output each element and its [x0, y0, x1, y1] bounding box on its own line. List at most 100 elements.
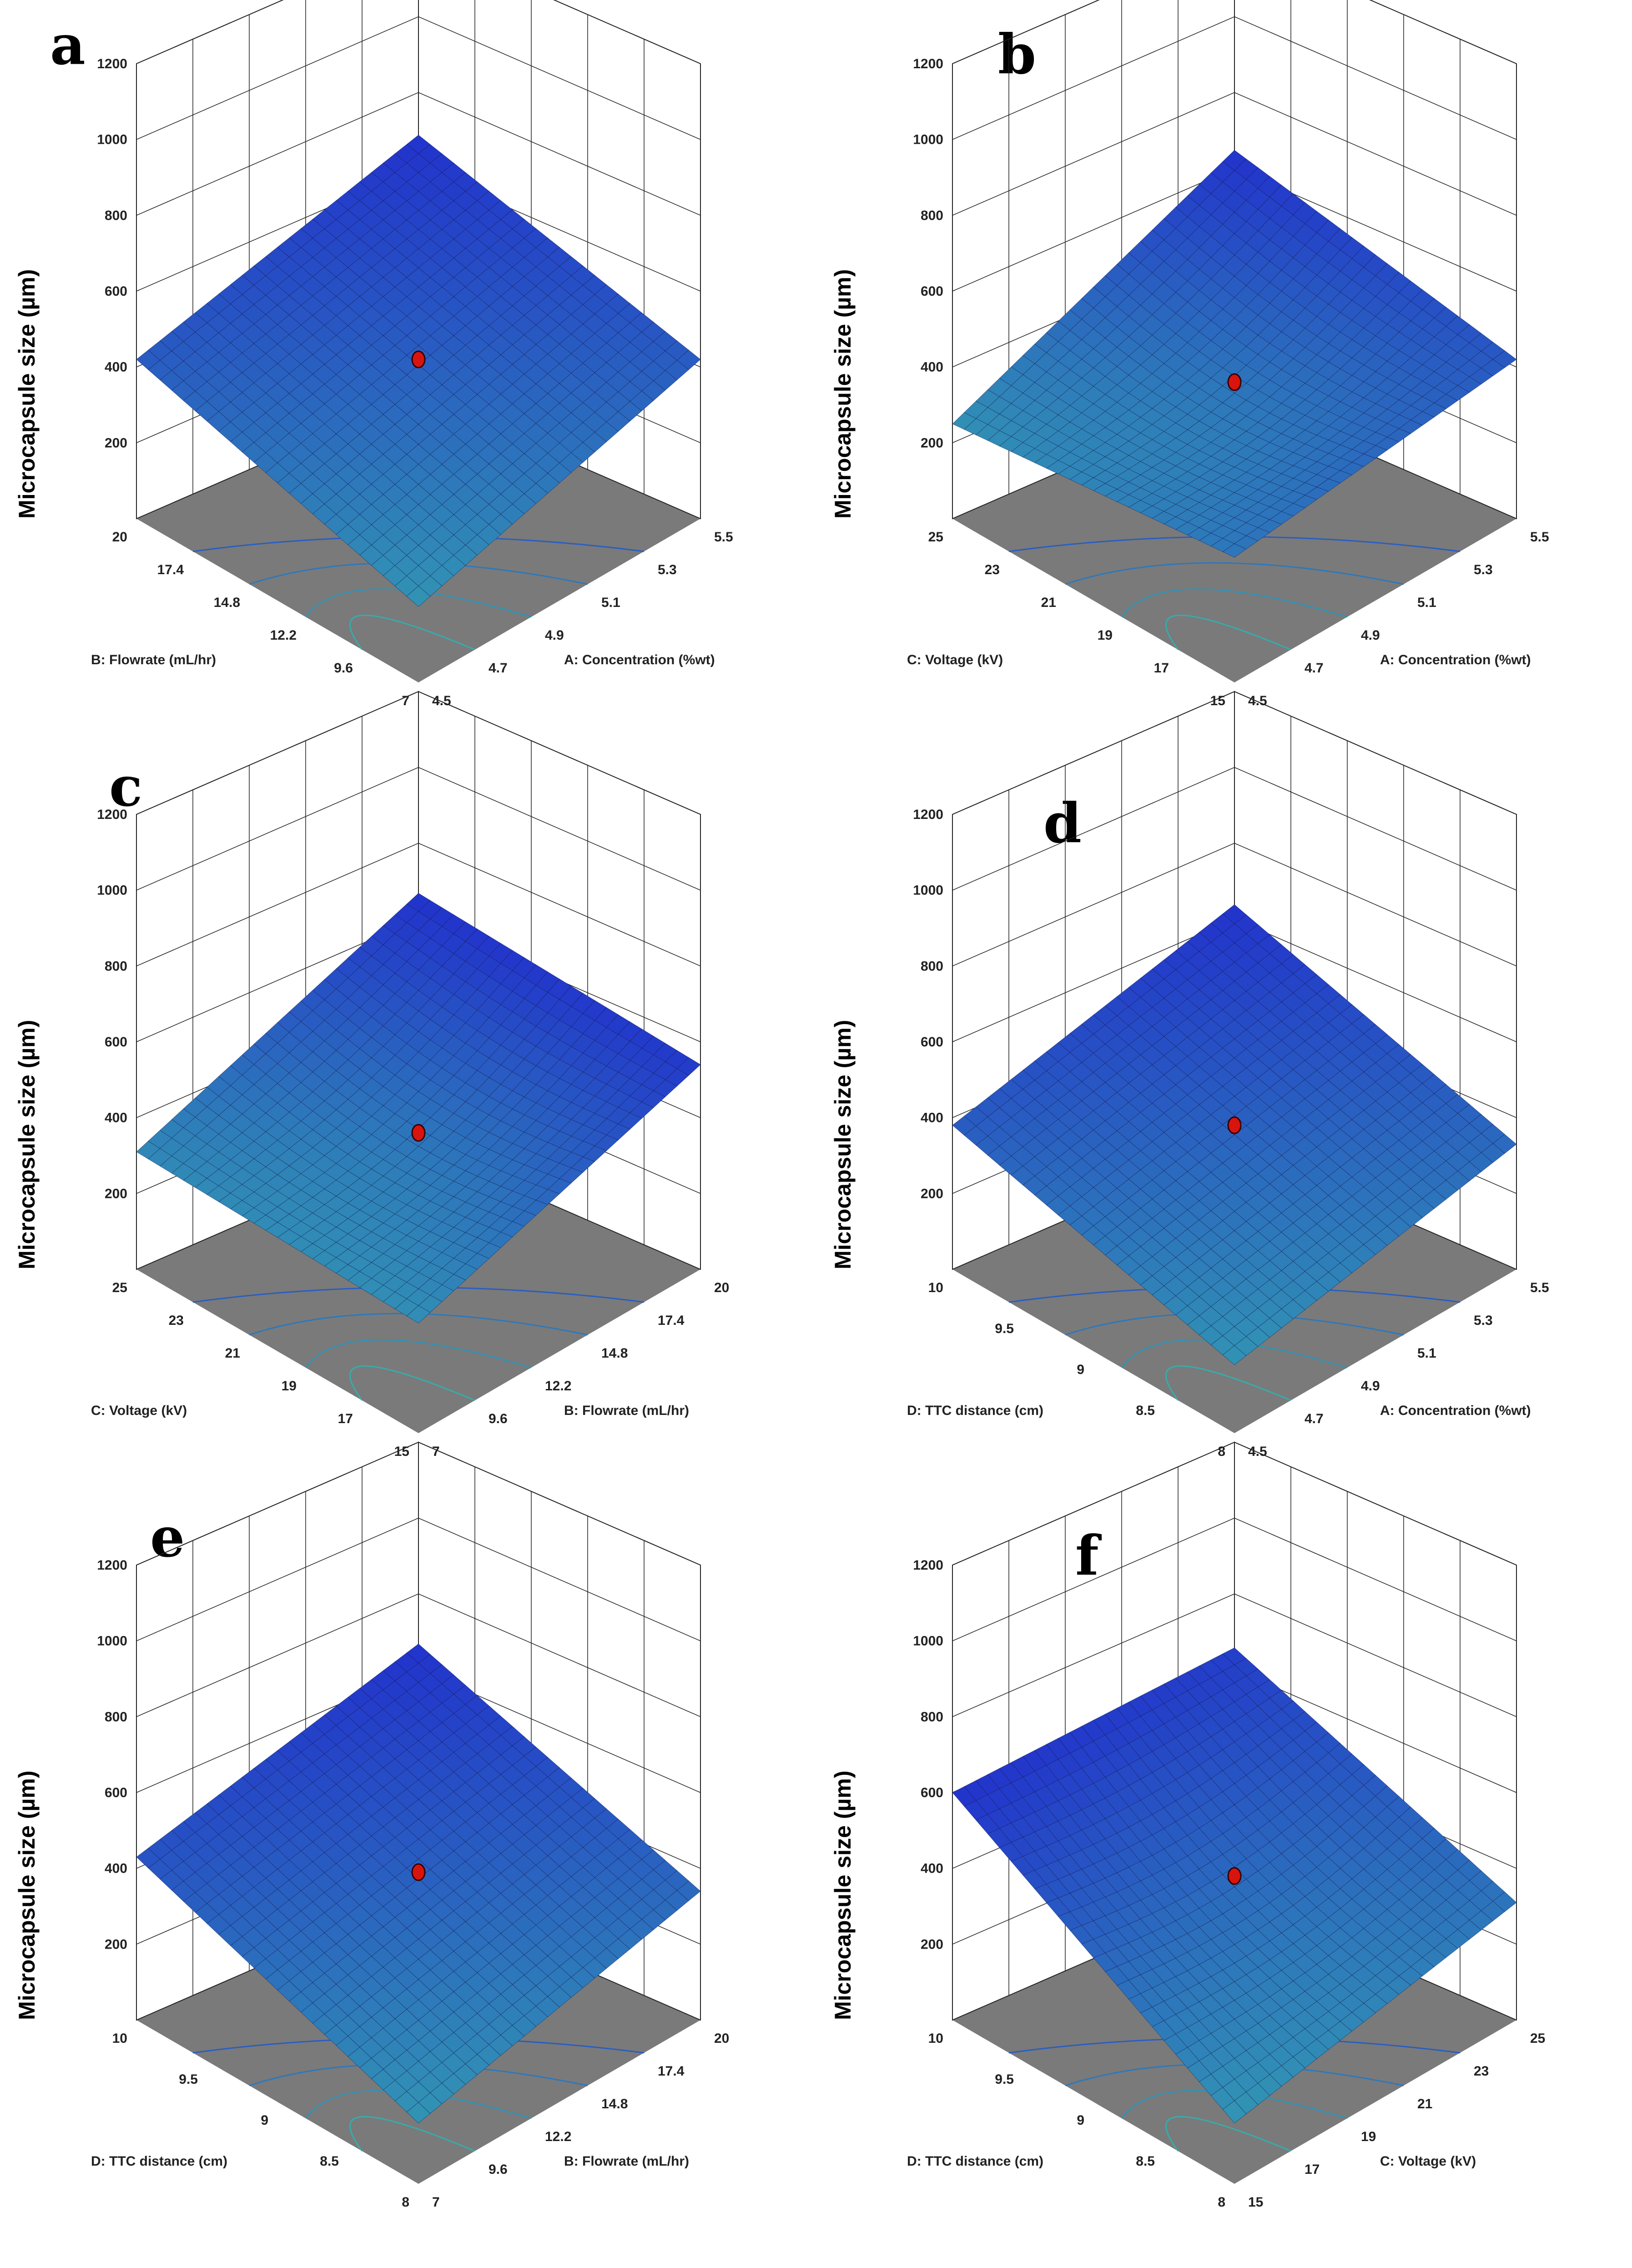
y-tick-label: 25 [928, 530, 943, 545]
center-point-marker [411, 1124, 426, 1142]
panel-d: d Microcapsule size (µm) 200 400 600 800 1000 1… [816, 691, 1632, 1501]
z-tick-label: 1000 [97, 883, 127, 898]
x-tick-label: 4.9 [545, 628, 564, 643]
x-tick-label: 4.7 [1305, 1411, 1324, 1426]
panel-label: d [1043, 791, 1082, 855]
panel-label: b [998, 22, 1036, 86]
z-tick-label: 600 [105, 1035, 127, 1050]
y-tick-label: 23 [169, 1313, 184, 1328]
x-tick-label: 4.9 [1361, 628, 1380, 643]
z-tick-label: 1200 [913, 56, 943, 71]
y-tick-label: 9 [1077, 2113, 1084, 2128]
x-tick-label: 4.5 [1248, 693, 1267, 708]
z-tick-label: 200 [105, 1186, 127, 1201]
x-tick-label: 25 [1530, 2031, 1545, 2046]
x-tick-label: 4.7 [1305, 661, 1324, 676]
x-axis-title: A: Concentration (%wt) [564, 652, 715, 667]
y-tick-label: 17 [338, 1411, 353, 1426]
y-tick-label: 19 [1098, 628, 1113, 643]
y-tick-label: 9 [261, 2113, 268, 2128]
x-tick-label: 5.1 [601, 595, 620, 610]
y-tick-label: 25 [112, 1280, 127, 1295]
x-tick-label: 17.4 [658, 1313, 685, 1328]
y-tick-label: 10 [112, 2031, 127, 2046]
x-tick-label: 17.4 [658, 2064, 685, 2079]
y-tick-label: 17 [1154, 661, 1169, 676]
y-tick-label: 9.5 [995, 1321, 1014, 1336]
z-tick-label: 1200 [97, 807, 127, 822]
surface-plot: 2004006008001000120079.612.214.817.42015… [91, 691, 729, 1459]
panel-e: e Microcapsule size (µm) 200 400 600 800 1000 1… [0, 1441, 816, 2252]
z-tick-label: 600 [105, 284, 127, 299]
y-tick-label: 8.5 [1136, 1403, 1155, 1418]
y-axis-title: C: Voltage (kV) [91, 1403, 187, 1418]
z-tick-label: 1000 [97, 132, 127, 147]
x-tick-label: 5.1 [1417, 595, 1436, 610]
response-surface [952, 904, 1517, 1365]
center-point-marker [1227, 1867, 1242, 1885]
y-tick-label: 9.5 [179, 2072, 198, 2087]
x-tick-label: 23 [1474, 2064, 1489, 2079]
x-tick-label: 5.5 [714, 530, 733, 545]
y-tick-label: 7 [402, 693, 409, 708]
surface-plot: 200 400 600 800 1000 1200 4.5 4.7 4.9 5.1 5.3 5.5 8 8… [907, 691, 1549, 1459]
y-tick-label: 9 [1077, 1362, 1084, 1377]
x-tick-label: 15 [1248, 2195, 1263, 2210]
panel-f: f Microcapsule size (µm) 200 400 600 800 1000 1… [816, 1441, 1632, 2252]
panel-label: c [109, 755, 143, 819]
panel-label: f [1075, 1524, 1099, 1588]
y-tick-label: 9.6 [334, 661, 353, 676]
y-tick-label: 21 [225, 1346, 240, 1361]
z-tick-label: 1200 [913, 807, 943, 822]
z-tick-label: 800 [105, 1709, 127, 1724]
z-tick-label: 1000 [913, 1634, 943, 1649]
z-tick-label: 800 [105, 959, 127, 974]
y-tick-label: 17.4 [157, 562, 184, 577]
y-axis-title: D: TTC distance (cm) [91, 2154, 227, 2169]
z-tick-label: 800 [105, 208, 127, 223]
z-tick-label: 200 [921, 1186, 943, 1201]
z-tick-label: 400 [921, 1111, 943, 1126]
x-tick-label: 9.6 [489, 1411, 508, 1426]
response-surface [136, 893, 701, 1323]
x-tick-label: 5.3 [1474, 562, 1493, 577]
x-axis-title: C: Voltage (kV) [1380, 2154, 1476, 2169]
y-tick-label: 20 [112, 530, 127, 545]
center-point-marker [1227, 1116, 1242, 1134]
response-surface [952, 150, 1517, 558]
z-tick-label: 200 [921, 1937, 943, 1952]
z-tick-label: 1200 [913, 1558, 943, 1573]
x-tick-label: 7 [432, 1444, 440, 1459]
center-point-marker [1227, 373, 1242, 391]
y-axis-title: C: Voltage (kV) [907, 652, 1003, 667]
x-axis-title: B: Flowrate (mL/hr) [564, 1403, 689, 1418]
x-tick-label: 9.6 [489, 2162, 508, 2177]
surface-plot: 200 400 600 800 1000 1200 7 9.6 12.2 14.8 17.4 20 8 8… [91, 1441, 729, 2210]
z-tick-label: 600 [921, 1035, 943, 1050]
y-tick-label: 23 [985, 562, 1000, 577]
x-axis-title: B: Flowrate (mL/hr) [564, 2154, 689, 2169]
z-tick-label: 200 [921, 435, 943, 450]
surface-plot: 200 400 600 800 1000 1200 4.5 4.7 4.9 5.1 5.3 5.5 7 9… [91, 0, 733, 708]
z-tick-label: 400 [921, 1861, 943, 1876]
x-tick-label: 5.5 [1530, 1280, 1549, 1295]
z-tick-label: 600 [921, 284, 943, 299]
response-surface [136, 1643, 701, 2124]
z-tick-label: 600 [105, 1785, 127, 1800]
y-tick-label: 9.5 [995, 2072, 1014, 2087]
y-tick-label: 21 [1041, 595, 1056, 610]
x-tick-label: 20 [714, 1280, 729, 1295]
y-tick-label: 14.8 [214, 595, 240, 610]
z-tick-label: 600 [921, 1785, 943, 1800]
response-surface [136, 135, 701, 607]
response-surface [952, 1647, 1517, 2124]
y-tick-label: 8 [1218, 1444, 1225, 1459]
y-axis-title: D: TTC distance (cm) [907, 1403, 1043, 1418]
x-tick-label: 4.5 [1248, 1444, 1267, 1459]
y-tick-label: 10 [928, 2031, 943, 2046]
y-axis-title: B: Flowrate (mL/hr) [91, 652, 216, 667]
surface-plot: 200 400 600 800 1000 1200 15 17 19 21 23 25 8 8.5 9 9.5… [907, 1441, 1545, 2210]
x-axis-title: A: Concentration (%wt) [1380, 1403, 1531, 1418]
x-tick-label: 7 [432, 2195, 440, 2210]
